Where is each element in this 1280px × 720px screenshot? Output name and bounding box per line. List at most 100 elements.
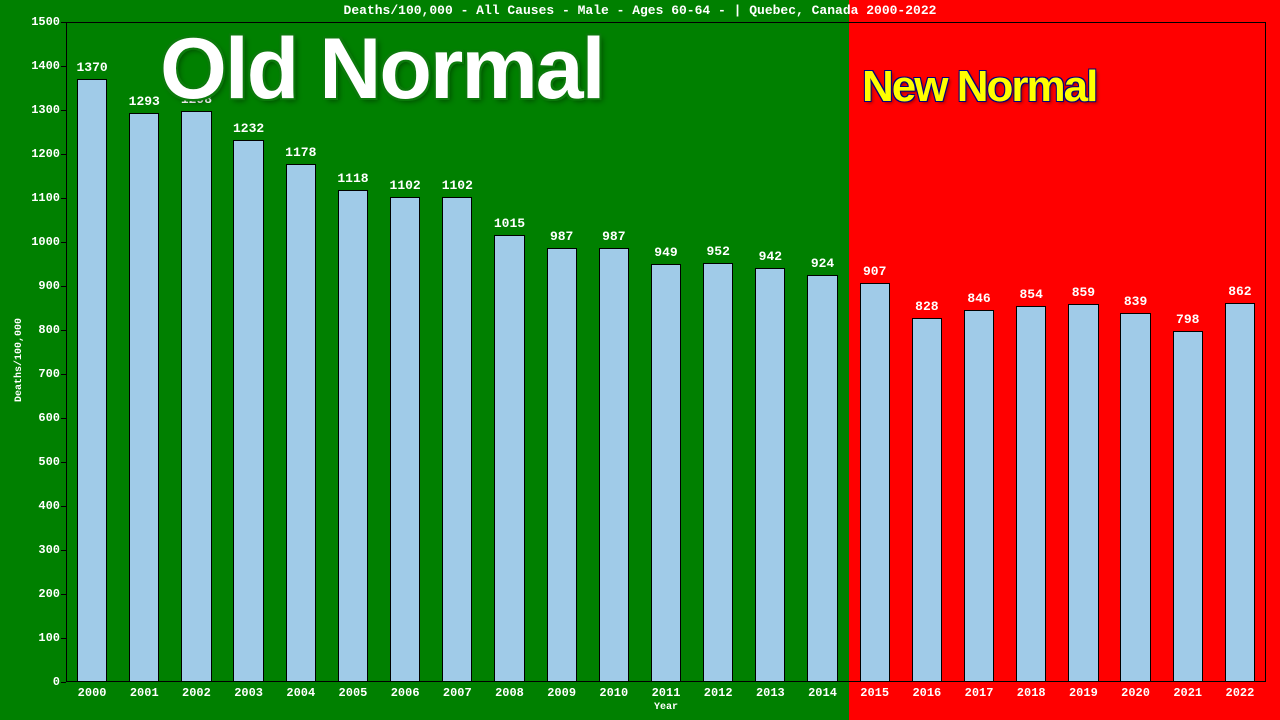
- bar: [1173, 331, 1203, 682]
- x-tick-label: 2020: [1121, 686, 1150, 700]
- bar: [233, 140, 263, 682]
- x-tick-label: 2006: [391, 686, 420, 700]
- x-axis-title: Year: [654, 702, 678, 713]
- bar: [860, 283, 890, 682]
- bar-value-label: 839: [1124, 294, 1147, 309]
- y-tick-label: 900: [38, 279, 60, 293]
- y-tick-mark: [61, 66, 66, 67]
- overlay-new-normal: New Normal: [862, 62, 1096, 112]
- y-tick-mark: [61, 198, 66, 199]
- bar-value-label: 1232: [233, 121, 264, 136]
- bar-value-label: 862: [1228, 284, 1251, 299]
- y-tick-mark: [61, 286, 66, 287]
- bar-value-label: 1293: [129, 94, 160, 109]
- bar: [129, 113, 159, 682]
- bar: [651, 264, 681, 682]
- y-tick-mark: [61, 330, 66, 331]
- x-tick-label: 2009: [547, 686, 576, 700]
- x-tick-label: 2017: [965, 686, 994, 700]
- x-tick-label: 2013: [756, 686, 785, 700]
- frame-right: [1265, 22, 1266, 682]
- y-tick-label: 800: [38, 323, 60, 337]
- bar: [807, 275, 837, 682]
- y-tick-label: 600: [38, 411, 60, 425]
- bar: [703, 263, 733, 682]
- y-tick-label: 1000: [31, 235, 60, 249]
- bar: [1068, 304, 1098, 682]
- x-tick-label: 2000: [78, 686, 107, 700]
- bar: [1120, 313, 1150, 682]
- x-tick-label: 2004: [286, 686, 315, 700]
- x-tick-label: 2008: [495, 686, 524, 700]
- bar: [1225, 303, 1255, 682]
- bar: [547, 248, 577, 682]
- x-tick-label: 2014: [808, 686, 837, 700]
- x-tick-label: 2022: [1226, 686, 1255, 700]
- bar-value-label: 854: [1020, 287, 1043, 302]
- y-tick-label: 100: [38, 631, 60, 645]
- y-tick-label: 200: [38, 587, 60, 601]
- bar-value-label: 987: [602, 229, 625, 244]
- y-tick-mark: [61, 462, 66, 463]
- x-tick-label: 2010: [599, 686, 628, 700]
- x-tick-label: 2001: [130, 686, 159, 700]
- x-tick-label: 2012: [704, 686, 733, 700]
- bar: [494, 235, 524, 682]
- bar-value-label: 987: [550, 229, 573, 244]
- x-tick-label: 2002: [182, 686, 211, 700]
- y-tick-label: 700: [38, 367, 60, 381]
- bar-value-label: 1178: [285, 145, 316, 160]
- x-tick-label: 2016: [912, 686, 941, 700]
- bar-value-label: 907: [863, 264, 886, 279]
- overlay-old-normal: Old Normal: [160, 20, 604, 119]
- plot-area: 0100200300400500600700800900100011001200…: [66, 22, 1266, 682]
- chart-title: Deaths/100,000 - All Causes - Male - Age…: [0, 3, 1280, 18]
- bar: [964, 310, 994, 682]
- bar: [181, 111, 211, 682]
- x-tick-label: 2018: [1017, 686, 1046, 700]
- y-tick-label: 400: [38, 499, 60, 513]
- y-tick-label: 1100: [31, 191, 60, 205]
- bar: [1016, 306, 1046, 682]
- x-tick-label: 2003: [234, 686, 263, 700]
- bar: [912, 318, 942, 682]
- y-tick-label: 1400: [31, 59, 60, 73]
- y-tick-mark: [61, 638, 66, 639]
- y-tick-mark: [61, 550, 66, 551]
- bar: [755, 268, 785, 682]
- y-tick-mark: [61, 242, 66, 243]
- y-tick-mark: [61, 22, 66, 23]
- y-tick-mark: [61, 418, 66, 419]
- y-axis-line: [66, 22, 67, 682]
- bar-value-label: 1102: [390, 178, 421, 193]
- bar: [77, 79, 107, 682]
- bar-value-label: 859: [1072, 285, 1095, 300]
- y-tick-label: 1200: [31, 147, 60, 161]
- bar-value-label: 1015: [494, 216, 525, 231]
- bar-value-label: 924: [811, 256, 834, 271]
- y-tick-mark: [61, 110, 66, 111]
- x-tick-label: 2005: [339, 686, 368, 700]
- bar: [338, 190, 368, 682]
- y-tick-label: 1300: [31, 103, 60, 117]
- bar-value-label: 828: [915, 299, 938, 314]
- y-tick-label: 0: [53, 675, 60, 689]
- bar-value-label: 1118: [337, 171, 368, 186]
- y-tick-mark: [61, 374, 66, 375]
- y-tick-mark: [61, 154, 66, 155]
- x-tick-label: 2021: [1173, 686, 1202, 700]
- bar: [599, 248, 629, 682]
- bar-value-label: 952: [706, 244, 729, 259]
- bar: [286, 164, 316, 682]
- y-tick-mark: [61, 594, 66, 595]
- x-tick-label: 2011: [652, 686, 681, 700]
- y-axis-title: Deaths/100,000: [14, 318, 25, 402]
- bar-value-label: 798: [1176, 312, 1199, 327]
- y-tick-label: 300: [38, 543, 60, 557]
- bar: [390, 197, 420, 682]
- chart-container: Deaths/100,000 - All Causes - Male - Age…: [0, 0, 1280, 720]
- x-tick-label: 2007: [443, 686, 472, 700]
- bar-value-label: 1102: [442, 178, 473, 193]
- bar-value-label: 949: [654, 245, 677, 260]
- bar-value-label: 846: [967, 291, 990, 306]
